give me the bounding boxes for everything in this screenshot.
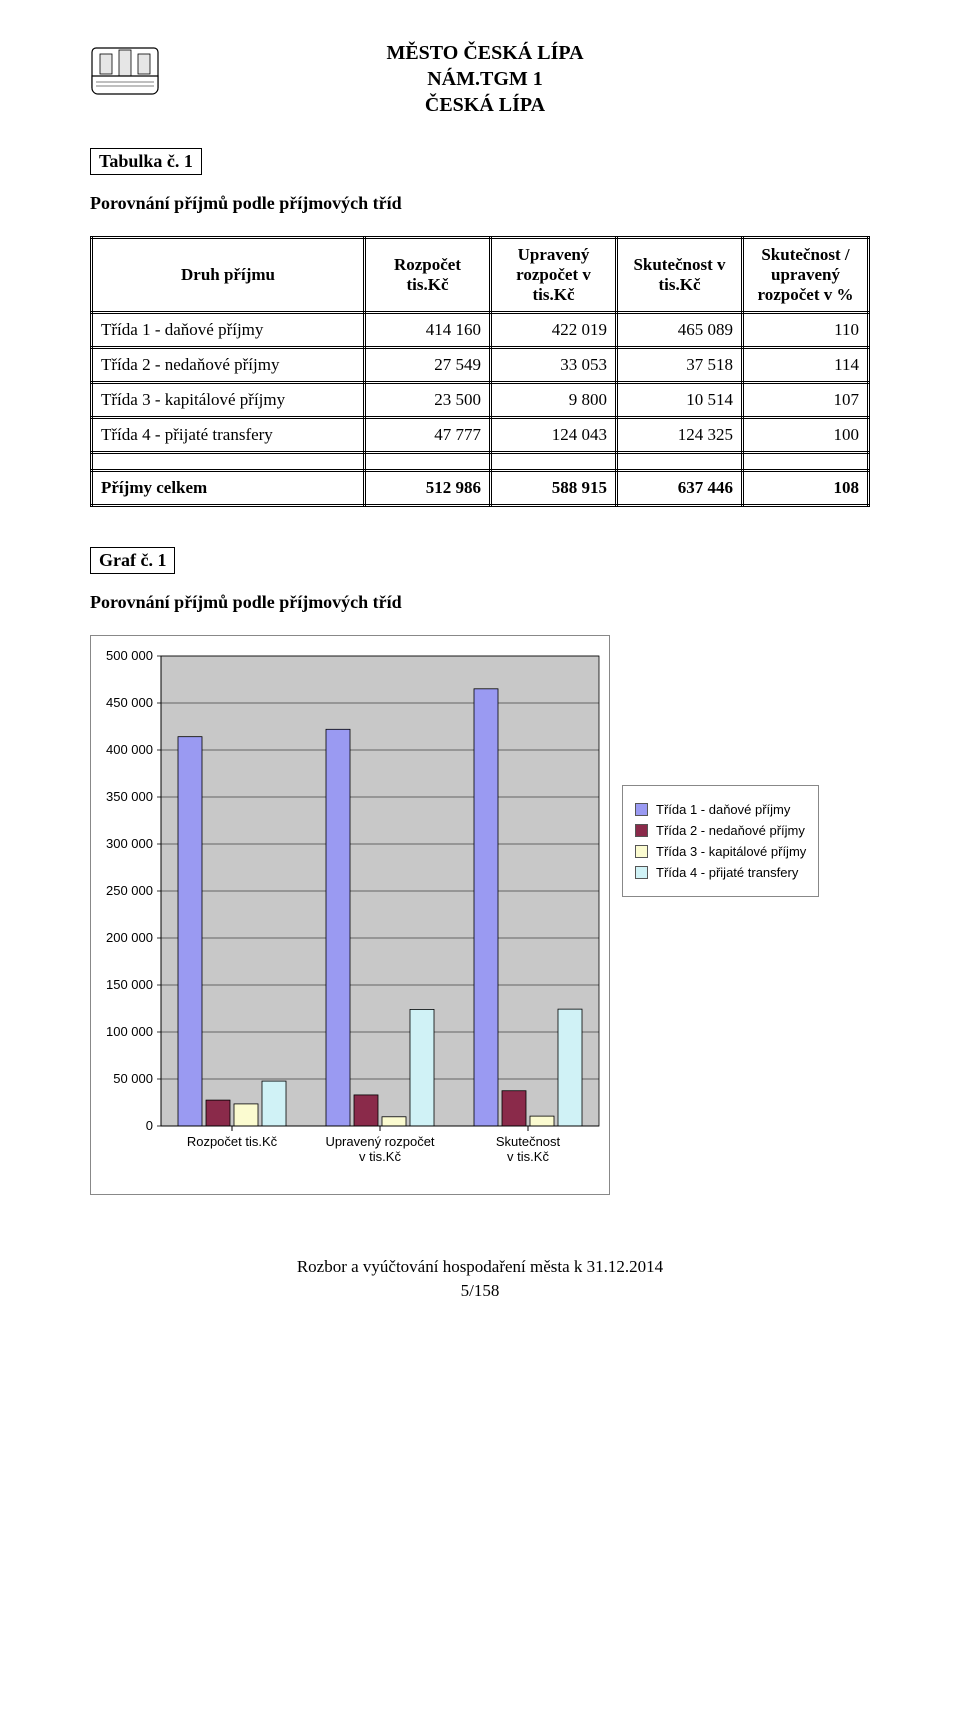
cell: 124 043 [491,418,617,453]
col-1: Rozpočet tis.Kč [365,238,491,313]
legend-item: Třída 1 - daňové příjmy [635,802,806,817]
legend-swatch-icon [635,845,648,858]
cell: 110 [743,313,869,348]
page-header: MĚSTO ČESKÁ LÍPA NÁM.TGM 1 ČESKÁ LÍPA [90,40,870,118]
svg-text:300 000: 300 000 [106,836,153,851]
svg-text:450 000: 450 000 [106,695,153,710]
svg-text:250 000: 250 000 [106,883,153,898]
city-crest-icon [90,40,160,100]
cell: 108 [743,471,869,506]
cell: 414 160 [365,313,491,348]
table-row: Třída 2 - nedaňové příjmy 27 549 33 053 … [92,348,869,383]
svg-text:200 000: 200 000 [106,930,153,945]
spacer-row [92,453,869,471]
col-0: Druh příjmu [92,238,365,313]
cell: 10 514 [617,383,743,418]
bar-chart: 0 50 000 100 000 150 000 200 000 250 000 300 0… [90,635,610,1195]
legend-swatch-icon [635,824,648,837]
total-label: Příjmy celkem [92,471,365,506]
header-title: MĚSTO ČESKÁ LÍPA NÁM.TGM 1 ČESKÁ LÍPA [180,40,870,118]
row-label: Třída 4 - přijaté transfery [92,418,365,453]
cell: 23 500 [365,383,491,418]
cell: 100 [743,418,869,453]
svg-text:100 000: 100 000 [106,1024,153,1039]
svg-text:500 000: 500 000 [106,648,153,663]
row-label: Třída 3 - kapitálové příjmy [92,383,365,418]
table-row: Třída 1 - daňové příjmy 414 160 422 019 … [92,313,869,348]
row-label: Třída 1 - daňové příjmy [92,313,365,348]
svg-text:v tis.Kč: v tis.Kč [507,1149,549,1164]
cell: 512 986 [365,471,491,506]
svg-text:Upravený rozpočet: Upravený rozpočet [325,1134,434,1149]
cell: 37 518 [617,348,743,383]
svg-text:Rozpočet tis.Kč: Rozpočet tis.Kč [187,1134,278,1149]
chart-area: 0 50 000 100 000 150 000 200 000 250 000 300 0… [90,635,870,1195]
legend-swatch-icon [635,866,648,879]
svg-text:350 000: 350 000 [106,789,153,804]
table-row: Třída 3 - kapitálové příjmy 23 500 9 800… [92,383,869,418]
footer-line2: 5/158 [90,1279,870,1303]
legend-swatch-icon [635,803,648,816]
cell: 27 549 [365,348,491,383]
table-header-row: Druh příjmu Rozpočet tis.Kč Upravený roz… [92,238,869,313]
chart-label: Graf č. 1 [90,547,175,574]
table-row: Třída 4 - přijaté transfery 47 777 124 0… [92,418,869,453]
table-subtitle: Porovnání příjmů podle příjmových tříd [90,193,870,214]
svg-text:150 000: 150 000 [106,977,153,992]
legend-text: Třída 1 - daňové příjmy [656,802,790,817]
legend-item: Třída 3 - kapitálové příjmy [635,844,806,859]
cell: 422 019 [491,313,617,348]
svg-text:0: 0 [146,1118,153,1133]
table-label: Tabulka č. 1 [90,148,202,175]
col-4: Skutečnost / upravený rozpočet v % [743,238,869,313]
cell: 588 915 [491,471,617,506]
header-line3: ČESKÁ LÍPA [180,92,790,118]
cell: 33 053 [491,348,617,383]
cell: 637 446 [617,471,743,506]
header-line2: NÁM.TGM 1 [180,66,790,92]
cell: 114 [743,348,869,383]
chart-subtitle: Porovnání příjmů podle příjmových tříd [90,592,870,613]
cell: 124 325 [617,418,743,453]
legend-text: Třída 2 - nedaňové příjmy [656,823,805,838]
chart-legend: Třída 1 - daňové příjmy Třída 2 - nedaňo… [622,785,819,897]
legend-item: Třída 4 - přijaté transfery [635,865,806,880]
header-line1: MĚSTO ČESKÁ LÍPA [180,40,790,66]
footer-line1: Rozbor a vyúčtování hospodaření města k … [90,1255,870,1279]
svg-text:400 000: 400 000 [106,742,153,757]
cell: 107 [743,383,869,418]
income-table: Druh příjmu Rozpočet tis.Kč Upravený roz… [90,236,870,507]
row-label: Třída 2 - nedaňové příjmy [92,348,365,383]
svg-text:v tis.Kč: v tis.Kč [359,1149,401,1164]
page-footer: Rozbor a vyúčtování hospodaření města k … [90,1255,870,1303]
cell: 465 089 [617,313,743,348]
cell: 47 777 [365,418,491,453]
col-2: Upravený rozpočet v tis.Kč [491,238,617,313]
svg-text:Skutečnost: Skutečnost [496,1134,561,1149]
svg-text:50 000: 50 000 [113,1071,153,1086]
legend-text: Třída 4 - přijaté transfery [656,865,798,880]
cell: 9 800 [491,383,617,418]
col-3: Skutečnost v tis.Kč [617,238,743,313]
total-row: Příjmy celkem 512 986 588 915 637 446 10… [92,471,869,506]
legend-item: Třída 2 - nedaňové příjmy [635,823,806,838]
legend-text: Třída 3 - kapitálové příjmy [656,844,806,859]
